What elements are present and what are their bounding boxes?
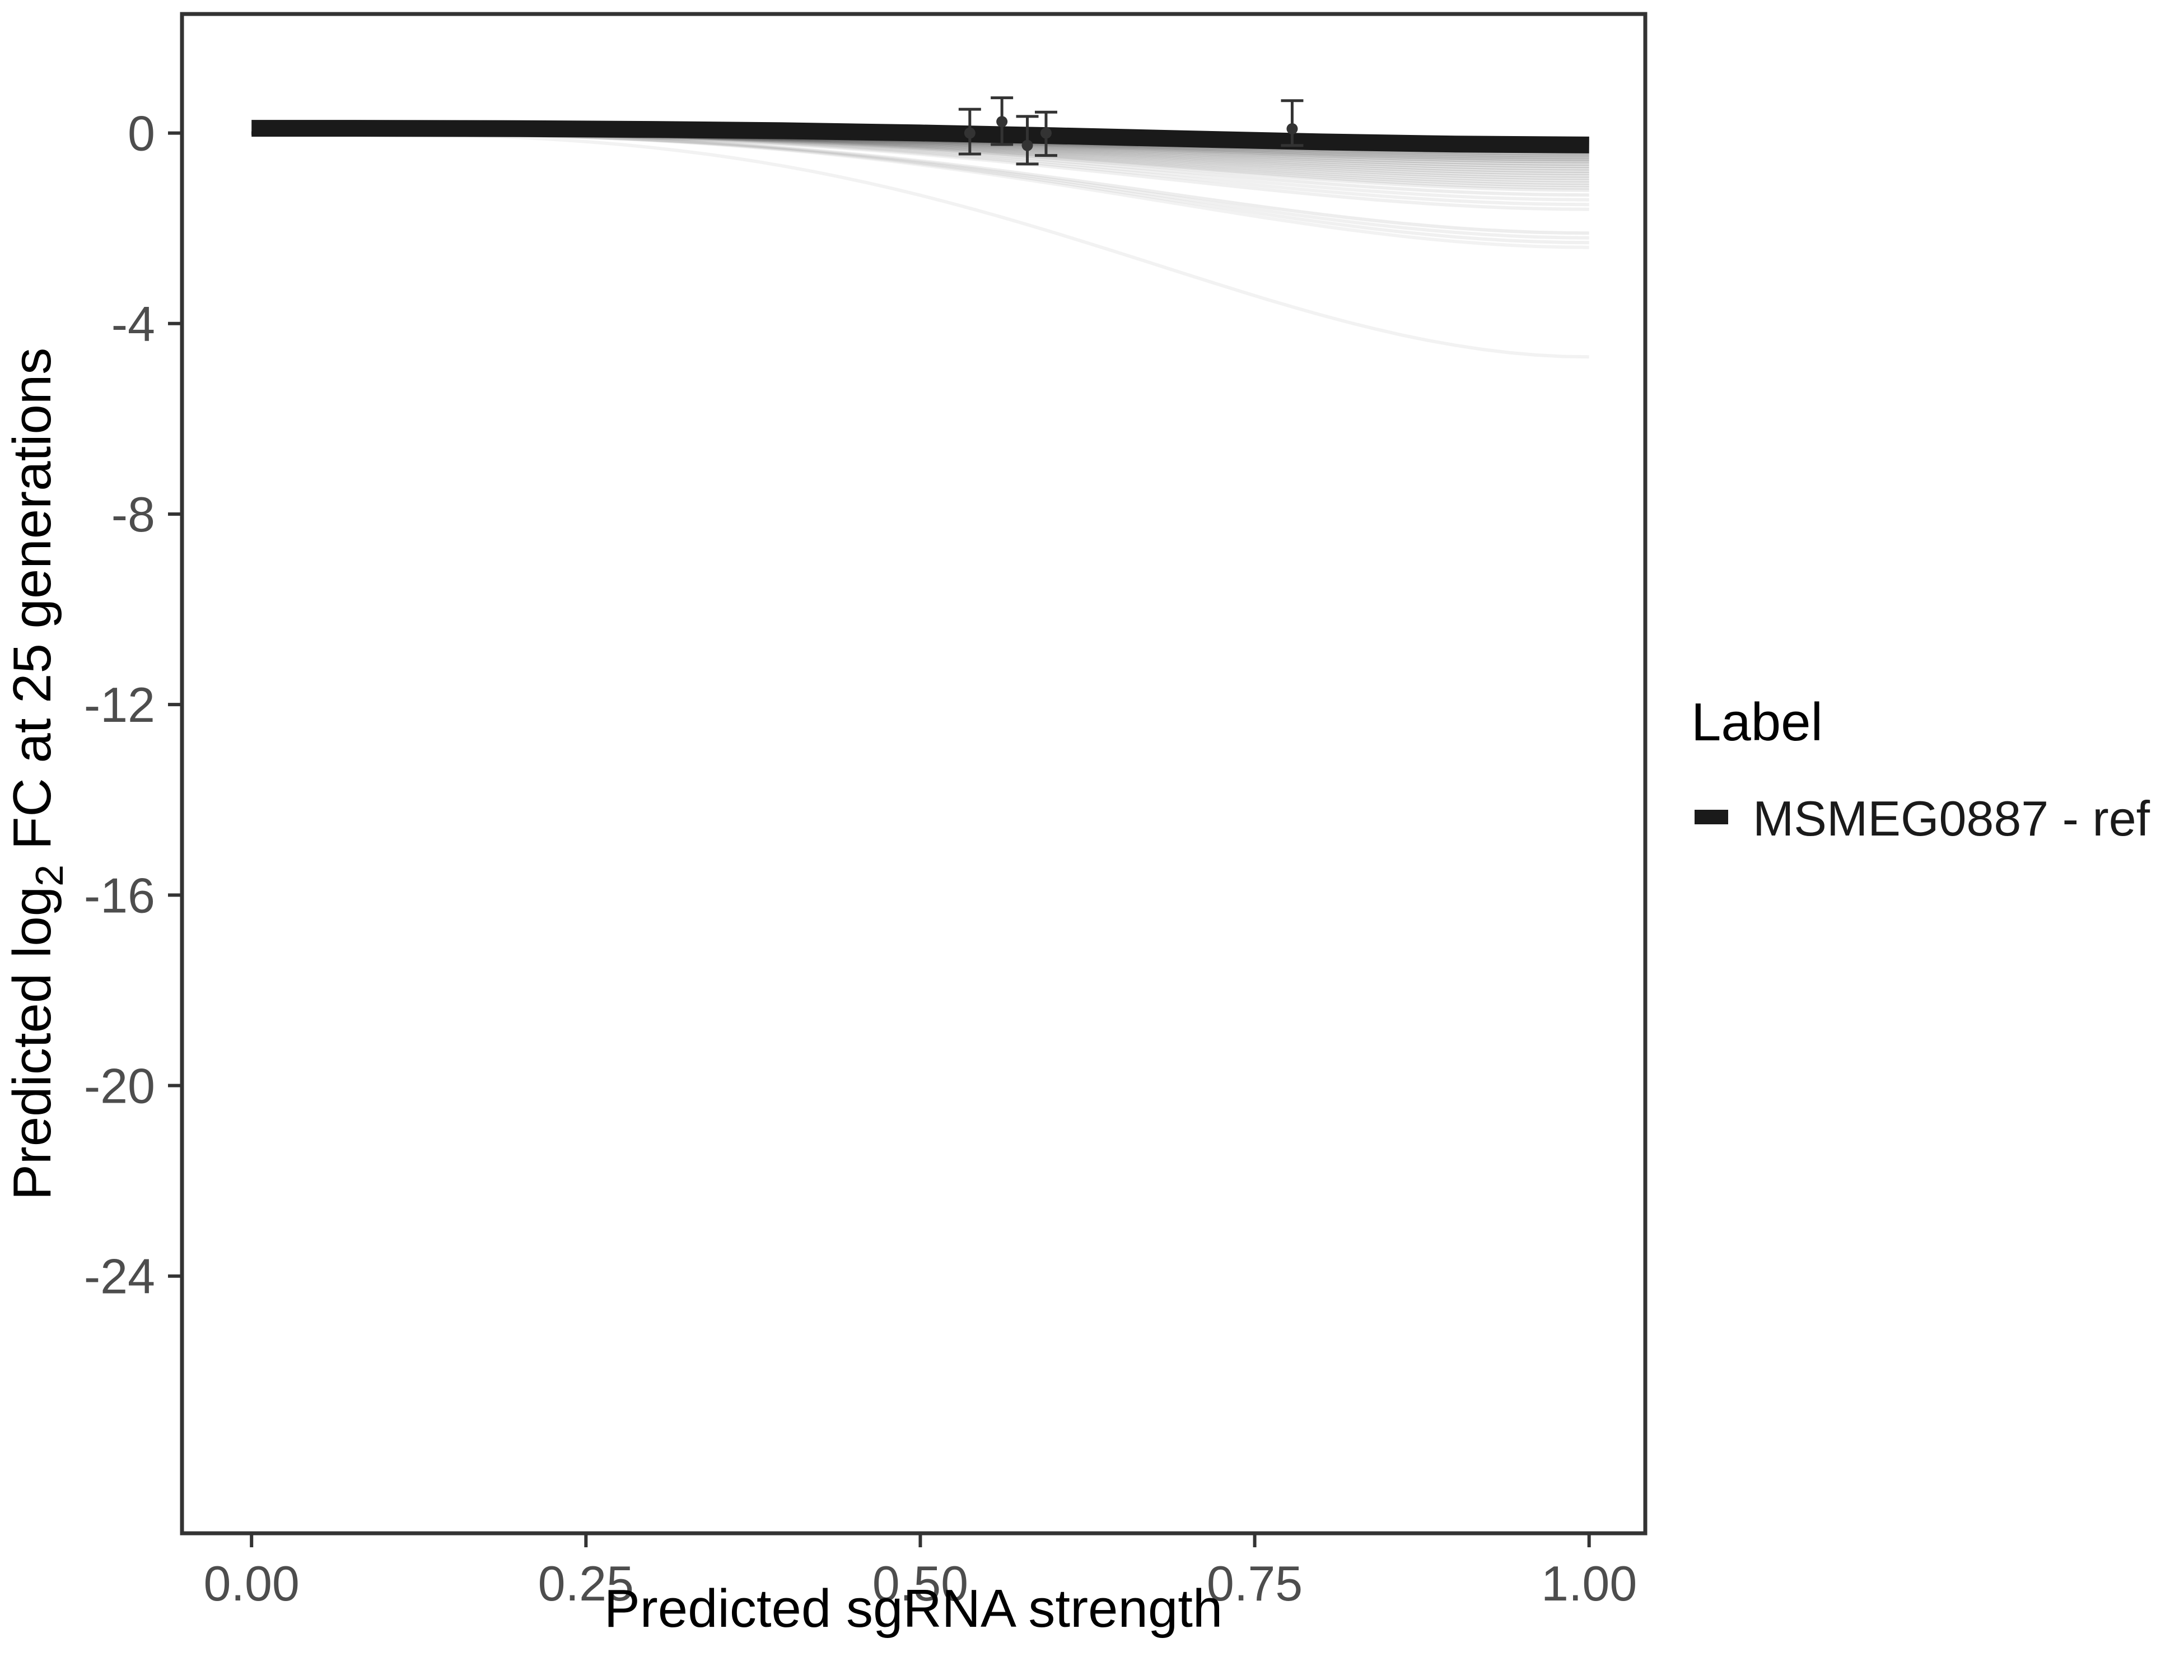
- data-point: [1021, 139, 1033, 151]
- y-tick-label: -8: [111, 487, 155, 542]
- x-tick-label: 0.75: [1207, 1556, 1303, 1611]
- y-tick-label: -4: [111, 296, 155, 352]
- x-tick-label: 1.00: [1541, 1556, 1637, 1611]
- legend-entry-label: MSMEG0887 - ref: [1753, 791, 2150, 846]
- y-tick-label: -20: [84, 1058, 155, 1114]
- x-axis: 0.00 0.25 0.50 0.75 1.00: [204, 1533, 1637, 1611]
- y-tick-label: -16: [84, 867, 155, 923]
- y-axis: 0 -4 -8 -12 -16 -20 -24: [84, 106, 182, 1304]
- data-point: [1286, 123, 1298, 134]
- data-point: [996, 116, 1008, 128]
- data-points: [964, 116, 1298, 151]
- series-line: [251, 120, 1589, 153]
- y-tick-label: -24: [84, 1249, 155, 1304]
- x-tick-label: 0.25: [538, 1556, 634, 1611]
- legend: Label MSMEG0887 - ref: [1691, 692, 2150, 846]
- y-tick-label: -12: [84, 677, 155, 732]
- y-tick-label: 0: [128, 106, 155, 161]
- data-point: [1040, 127, 1052, 139]
- data-point: [964, 127, 976, 139]
- y-axis-title: Predicted log2 FC at 25 generations: [2, 348, 71, 1200]
- plot-panel-border: [180, 12, 1648, 1536]
- x-tick-label: 0.00: [204, 1556, 300, 1611]
- posterior-sample-lines: [251, 131, 1589, 359]
- y-axis-title-post: FC at 25 generations: [2, 348, 62, 865]
- legend-key-swatch: [1695, 810, 1728, 824]
- series-line-msmeg0887-ref: [251, 120, 1589, 153]
- legend-title: Label: [1691, 692, 1823, 752]
- x-axis-title: Predicted sgRNA strength: [604, 1579, 1223, 1639]
- x-tick-label: 0.50: [872, 1556, 968, 1611]
- y-axis-title-subscript: 2: [27, 865, 71, 886]
- y-axis-title-pre: Predicted log: [2, 886, 62, 1200]
